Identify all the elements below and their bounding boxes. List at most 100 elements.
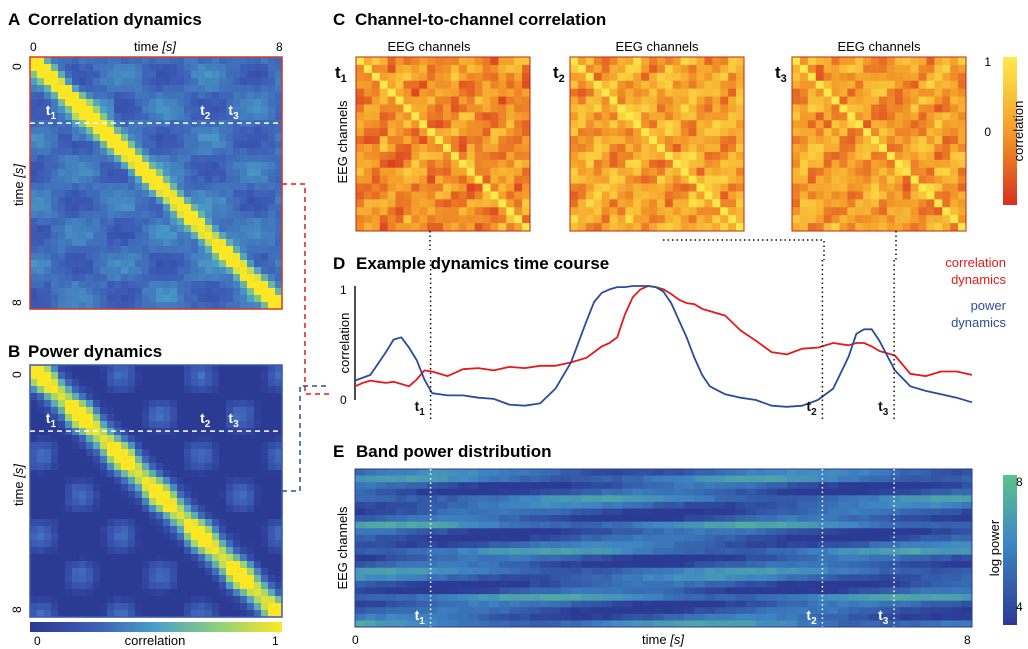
heatmap-cell: [184, 239, 192, 247]
heatmap-cell: [714, 475, 726, 483]
heatmap-cell: [163, 498, 171, 506]
heatmap-cell: [725, 475, 736, 483]
heatmap-cell: [51, 295, 59, 303]
heatmap-cell: [355, 534, 366, 542]
matrix-cell: [871, 223, 880, 232]
matrix-cell: [419, 128, 428, 137]
heatmap-cell: [704, 508, 716, 516]
heatmap-cell: [107, 232, 115, 240]
matrix-cell: [792, 183, 801, 192]
heatmap-cell: [426, 561, 438, 569]
matrix-cell: [411, 191, 420, 200]
heatmap-cell: [205, 225, 213, 233]
matrix-cell: [419, 120, 428, 129]
heatmap-cell: [128, 106, 136, 114]
matrix-cell: [633, 207, 642, 216]
heatmap-cell: [72, 421, 80, 429]
heatmap-cell: [275, 421, 283, 429]
heatmap-cell: [240, 64, 248, 72]
heatmap-cell: [858, 554, 870, 562]
matrix-cell: [879, 215, 888, 224]
heatmap-cell: [375, 495, 387, 503]
matrix-cell: [720, 72, 729, 82]
matrix-cell: [458, 207, 468, 216]
matrix-cell: [641, 183, 650, 192]
heatmap-cell: [149, 442, 157, 450]
heatmap-cell: [478, 548, 490, 556]
matrix-cell: [609, 128, 618, 137]
matrix-cell: [728, 183, 737, 192]
heatmap-cell: [170, 561, 178, 569]
matrix-cell: [879, 64, 888, 74]
matrix-cell: [910, 144, 919, 153]
heatmap-cell: [385, 541, 397, 549]
heatmap-cell: [275, 456, 283, 464]
matrix-cell: [466, 136, 476, 145]
heatmap-cell: [275, 386, 283, 394]
heatmap-cell: [107, 393, 115, 401]
matrix-cell: [411, 144, 420, 153]
heatmap-cell: [776, 515, 788, 523]
heatmap-cell: [65, 211, 73, 219]
heatmap-cell: [163, 211, 171, 219]
matrix-cell: [609, 159, 618, 169]
matrix-cell: [379, 183, 389, 192]
heatmap-cell: [673, 508, 685, 516]
heatmap-cell: [184, 141, 192, 149]
heatmap-cell: [858, 469, 870, 477]
heatmap-cell: [261, 162, 269, 170]
heatmap-cell: [170, 393, 178, 401]
heatmap-cell: [149, 162, 157, 170]
heatmap-cell: [498, 561, 510, 569]
heatmap-cell: [100, 414, 108, 422]
matrix-cell: [696, 112, 705, 121]
heatmap-cell: [58, 260, 66, 268]
heatmap-cell: [44, 533, 52, 541]
heatmap-cell: [205, 106, 213, 114]
matrix-cell: [712, 183, 721, 192]
matrix-cell: [720, 144, 729, 153]
matrix-cell: [625, 96, 634, 105]
matrix-cell: [490, 128, 499, 137]
matrix-cell: [617, 64, 626, 74]
heatmap-cell: [51, 176, 59, 184]
matrix-cell: [371, 215, 381, 224]
heatmap-cell: [254, 400, 262, 408]
heatmap-cell: [128, 71, 136, 79]
heatmap-cell: [135, 99, 143, 107]
heatmap-cell: [704, 554, 716, 562]
heatmap-cell: [254, 484, 262, 492]
matrix-cell: [443, 207, 452, 216]
matrix-cell: [649, 199, 658, 208]
heatmap-cell: [170, 239, 178, 247]
heatmap-cell: [107, 386, 115, 394]
time-marker-label-d-1: t1: [415, 398, 426, 418]
heatmap-cell: [212, 183, 220, 191]
heatmap-cell: [44, 526, 52, 534]
heatmap-cell: [725, 469, 736, 477]
heatmap-cell: [205, 365, 213, 373]
heatmap-cell: [135, 484, 143, 492]
heatmap-cell: [848, 469, 860, 477]
heatmap-cell: [177, 260, 185, 268]
heatmap-cell: [254, 442, 262, 450]
heatmap-cell: [205, 64, 213, 72]
heatmap-cell: [550, 469, 562, 477]
heatmap-cell: [128, 533, 136, 541]
heatmap-cell: [51, 526, 59, 534]
heatmap-cell: [205, 204, 213, 212]
heatmap-cell: [121, 71, 129, 79]
heatmap-cell: [37, 253, 45, 261]
heatmap-cell: [226, 288, 234, 296]
matrix-cell: [879, 144, 888, 153]
heatmap-cell: [233, 421, 241, 429]
heatmap-cell: [776, 508, 788, 516]
heatmap-cell: [72, 176, 80, 184]
heatmap-cell: [93, 183, 101, 191]
heatmap-cell: [135, 78, 143, 86]
matrix-cell: [593, 199, 603, 208]
heatmap-cell: [37, 260, 45, 268]
heatmap-cell: [951, 554, 963, 562]
heatmap-cell: [58, 274, 66, 282]
matrix-cell: [593, 64, 603, 74]
